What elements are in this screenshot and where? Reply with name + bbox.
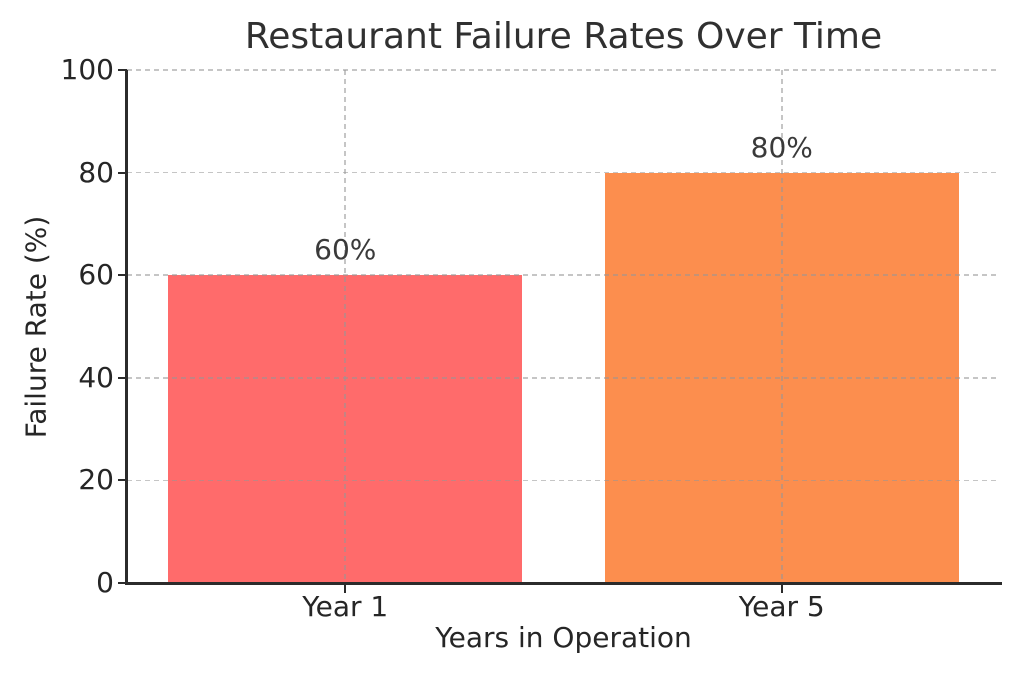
gridline-h-60 bbox=[127, 274, 1000, 276]
y-tick-mark-40 bbox=[118, 376, 127, 379]
gridline-h-40 bbox=[127, 377, 1000, 379]
y-tick-mark-0 bbox=[118, 582, 127, 584]
x-tick-mark-year-1 bbox=[344, 585, 347, 593]
bar-value-label-year-5: 80% bbox=[750, 130, 813, 164]
y-tick-mark-60 bbox=[118, 274, 127, 277]
grid-layer bbox=[127, 69, 1000, 583]
y-tick-mark-20 bbox=[118, 479, 127, 482]
y-tick-mark-100 bbox=[118, 69, 127, 71]
y-axis-spine bbox=[125, 70, 128, 585]
y-tick-label-100: 100 bbox=[60, 53, 114, 86]
y-tick-label-60: 60 bbox=[78, 258, 114, 292]
y-tick-label-0: 0 bbox=[96, 566, 114, 599]
y-tick-label-40: 40 bbox=[78, 360, 114, 394]
y-tick-label-20: 20 bbox=[78, 463, 114, 497]
y-tick-label-80: 80 bbox=[78, 155, 114, 189]
gridline-h-20 bbox=[127, 479, 1000, 482]
x-axis-label: Years in Operation bbox=[435, 621, 692, 654]
y-axis-label: Failure Rate (%) bbox=[19, 215, 53, 439]
gridline-v-year-1 bbox=[344, 70, 347, 583]
x-axis-spine bbox=[125, 582, 1002, 585]
x-tick-label-year-1: Year 1 bbox=[302, 590, 389, 623]
bar-value-label-year-1: 60% bbox=[314, 233, 377, 267]
x-tick-mark-year-5 bbox=[780, 585, 783, 593]
y-tick-mark-80 bbox=[118, 171, 127, 174]
gridline-v-year-5 bbox=[780, 70, 783, 583]
x-tick-label-year-5: Year 5 bbox=[738, 590, 825, 623]
plot-area bbox=[127, 69, 1000, 583]
gridline-h-100 bbox=[127, 69, 1000, 71]
gridline-h-80 bbox=[127, 171, 1000, 174]
chart-title: Restaurant Failure Rates Over Time bbox=[244, 16, 883, 57]
